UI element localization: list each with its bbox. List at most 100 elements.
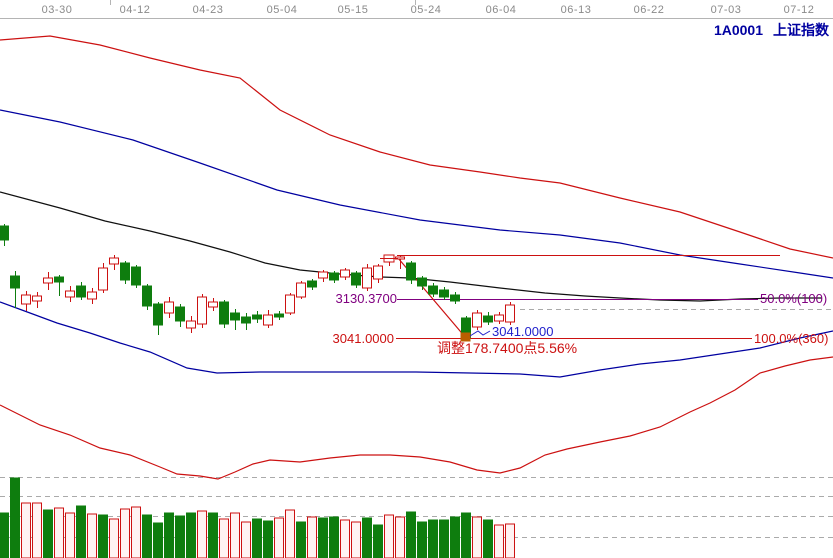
candle-body <box>32 295 42 302</box>
candle-body <box>164 301 174 314</box>
volume-bar <box>153 522 163 558</box>
candle-body <box>131 266 141 286</box>
date-label: 05-15 <box>337 4 369 16</box>
candle-body <box>450 294 460 302</box>
axis-tick <box>110 0 111 5</box>
candle-body <box>153 303 163 326</box>
candle-body <box>472 312 482 328</box>
candle-body <box>428 285 438 295</box>
candle-body <box>351 272 361 286</box>
date-axis: 03-30 04-12 04-23 05-04 05-15 05-24 06-04 06-13… <box>0 0 833 19</box>
volume-bar <box>10 477 20 558</box>
candle-body <box>76 285 86 298</box>
symbol-code: 1A0001 <box>713 22 763 38</box>
volume-bar <box>54 507 64 558</box>
symbol-name: 上证指数 <box>773 22 829 38</box>
candle-body <box>406 262 416 281</box>
candle-body <box>120 262 130 281</box>
symbol-title: 1A0001 上证指数 <box>714 20 829 40</box>
volume-bar <box>373 524 383 558</box>
candle-body <box>219 301 229 325</box>
candle-body <box>494 314 504 322</box>
candle-body <box>208 301 218 308</box>
volume-bar <box>384 514 394 558</box>
axis-tick <box>415 0 416 5</box>
volume-bar <box>439 519 449 558</box>
date-label: 04-12 <box>119 4 151 16</box>
candle-body <box>65 290 75 298</box>
candle-body <box>483 315 493 323</box>
candle-body <box>0 225 9 241</box>
date-label: 07-12 <box>783 4 815 16</box>
volume-bar <box>406 511 416 558</box>
volume-bar <box>175 515 185 558</box>
candle-body <box>175 306 185 322</box>
volume-bar <box>186 512 196 558</box>
candle-body <box>98 267 108 291</box>
volume-bar <box>76 505 86 558</box>
volume-bar <box>450 516 460 558</box>
candle-body <box>329 272 339 281</box>
volume-bar <box>329 516 339 558</box>
volume-bar <box>241 521 251 558</box>
volume-bar <box>252 518 262 558</box>
band-blue-upper <box>0 109 833 279</box>
candle-body <box>109 257 119 265</box>
volume-bar <box>362 517 372 558</box>
candle-body <box>318 271 328 279</box>
volume-bar <box>109 518 119 558</box>
volume-bar <box>307 516 317 558</box>
volume-bar <box>263 520 273 558</box>
candle-body <box>505 304 515 323</box>
candle-body <box>439 289 449 298</box>
fib-50-percent-label: 50.0%(100) <box>760 291 827 306</box>
band-black-mid <box>0 191 822 302</box>
candle-body <box>373 265 383 280</box>
volume-bar <box>164 512 174 558</box>
low-price-callout: 3041.0000 <box>492 324 553 339</box>
volume-bar <box>417 521 427 558</box>
volume-bar <box>285 509 295 558</box>
date-label: 05-24 <box>410 4 442 16</box>
volume-bar <box>340 519 350 558</box>
candle-body <box>252 314 262 320</box>
candle-body <box>186 320 196 329</box>
volume-bar <box>65 512 75 558</box>
fib-low-price-label: 3041.0000 <box>333 331 394 346</box>
volume-bar <box>219 518 229 558</box>
volume-bar <box>32 502 42 558</box>
candle-body <box>43 277 53 284</box>
candle-body <box>230 312 240 321</box>
date-label: 06-13 <box>560 4 592 16</box>
volume-bar <box>230 512 240 558</box>
band-red-upper <box>0 35 833 259</box>
volume-bar <box>472 516 482 558</box>
volume-bar <box>351 521 361 558</box>
volume-bar <box>87 513 97 558</box>
date-label: 07-03 <box>710 4 742 16</box>
volume-bar <box>208 512 218 558</box>
candle-body <box>241 316 251 324</box>
low-callout-connector <box>469 330 491 337</box>
candle-body <box>87 291 97 300</box>
volume-bar <box>120 508 130 558</box>
candle-body <box>142 285 152 307</box>
candle-body <box>296 282 306 298</box>
volume-bar <box>428 519 438 558</box>
volume-bar <box>131 506 141 558</box>
candle-body <box>10 275 20 289</box>
candle-body <box>417 277 427 287</box>
candle-body <box>340 269 350 278</box>
candle-body <box>285 294 295 314</box>
candle-body <box>307 280 317 288</box>
volume-bar <box>21 502 31 558</box>
volume-bar <box>0 512 9 558</box>
date-label: 06-04 <box>485 4 517 16</box>
candle-body <box>21 294 31 305</box>
volume-bar <box>197 510 207 558</box>
candle-body <box>263 314 273 326</box>
measure-end-handle[interactable] <box>460 332 471 342</box>
volume-bar <box>274 517 284 558</box>
date-label: 04-23 <box>192 4 224 16</box>
volume-bar <box>395 516 405 558</box>
